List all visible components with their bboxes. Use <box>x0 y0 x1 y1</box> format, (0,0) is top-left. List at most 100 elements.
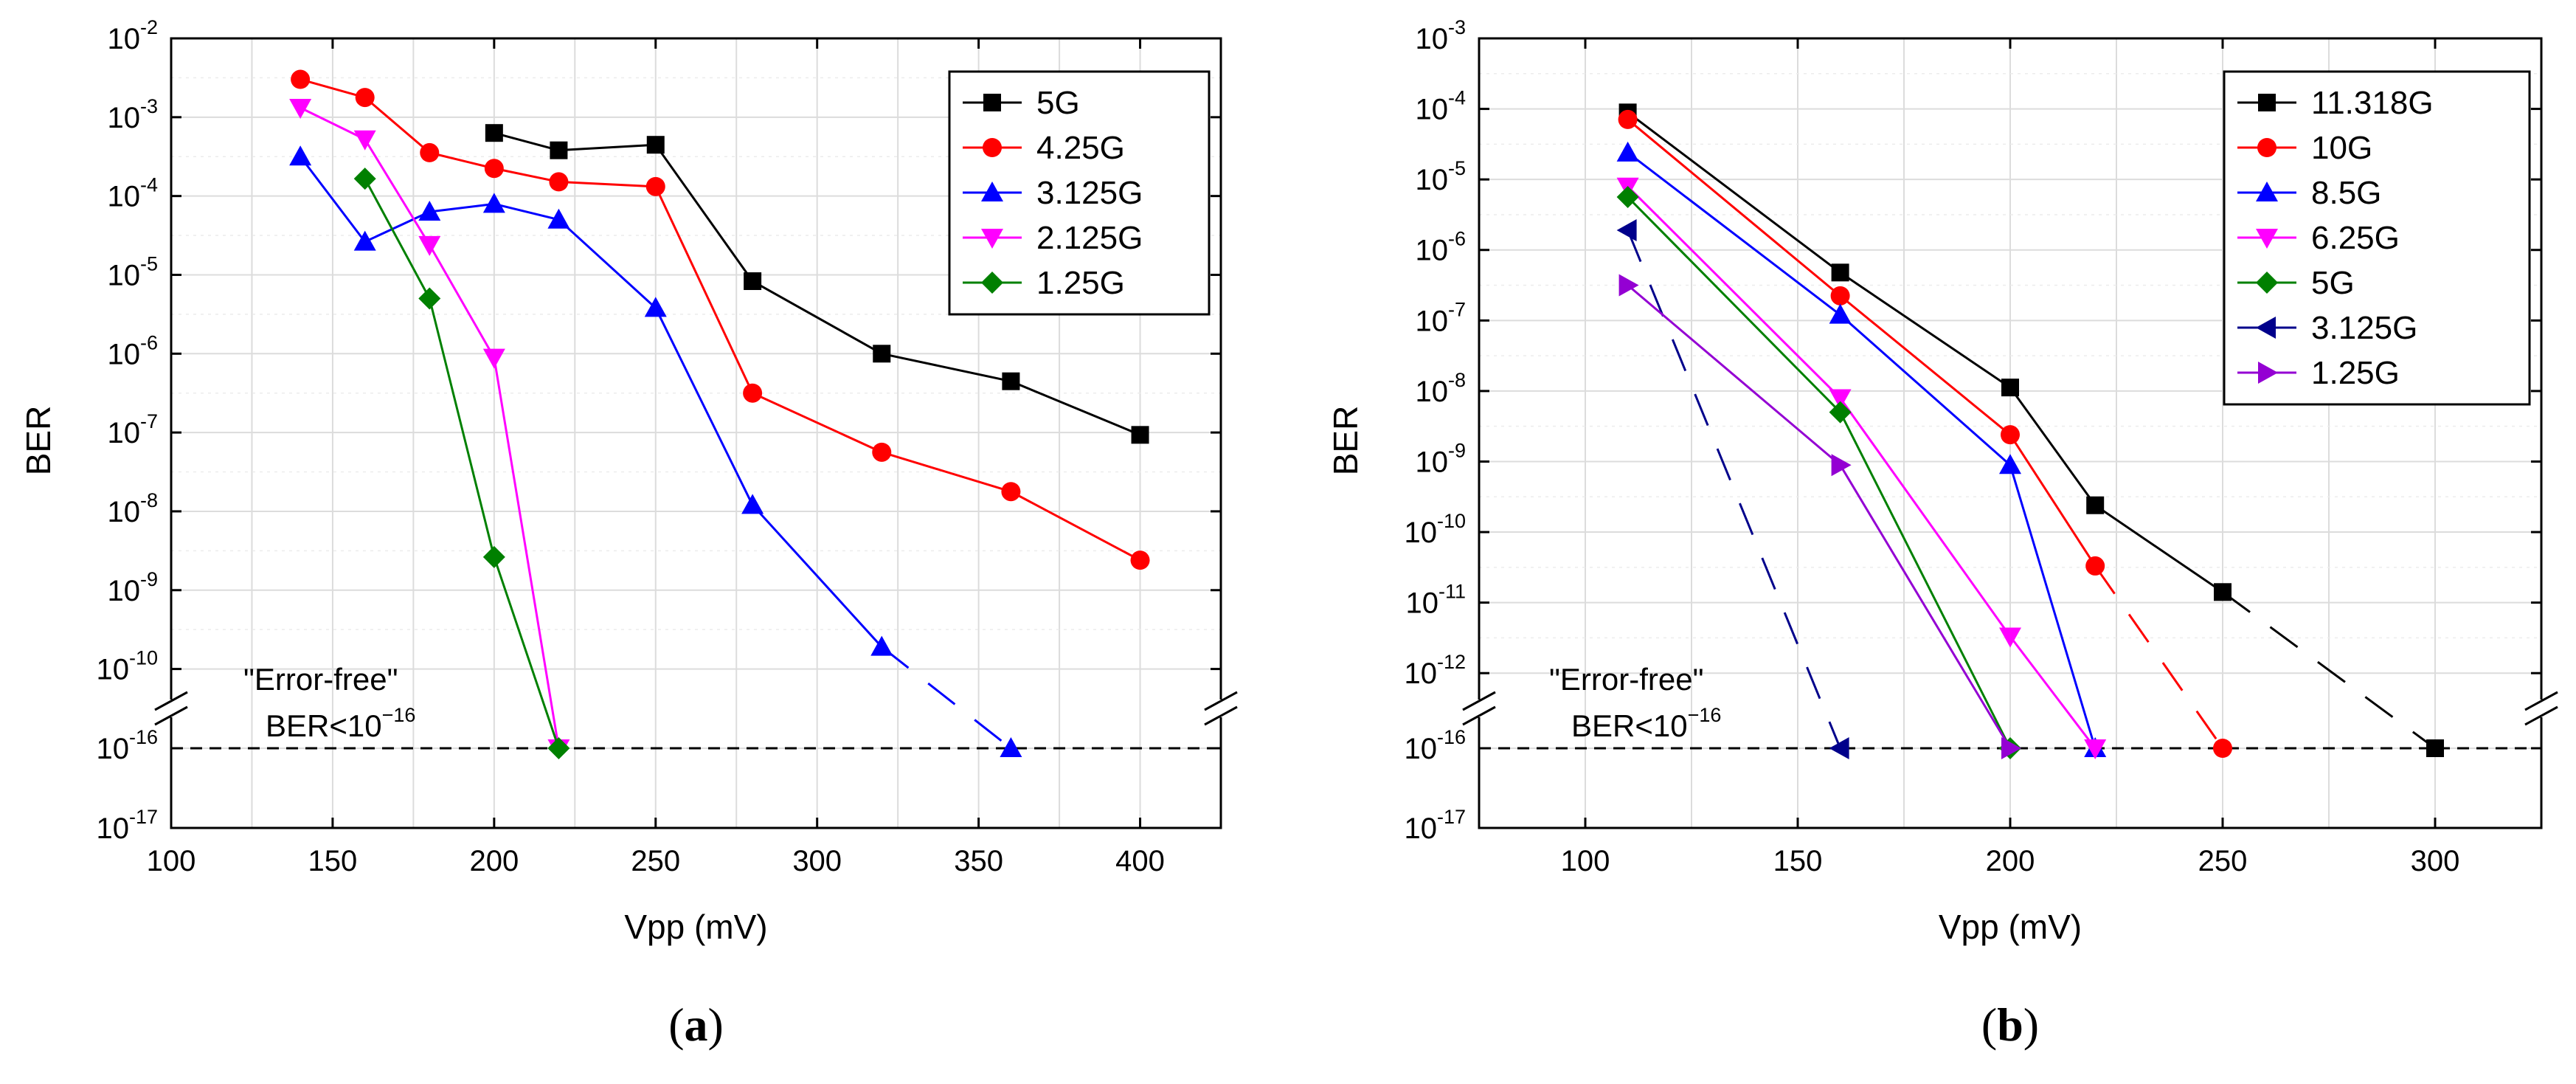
series-line-segment <box>654 186 754 394</box>
y-tick-label: 10-17 <box>1404 806 1466 845</box>
y-tick-base: 10 <box>1405 587 1438 620</box>
y-axis-title: BER <box>1326 406 1365 476</box>
data-point <box>418 235 441 256</box>
axis-break-slash <box>1204 705 1238 726</box>
data-point <box>484 159 504 179</box>
x-axis-title: Vpp (mV) <box>1939 908 2082 946</box>
legend-item: 6.25G <box>2237 220 2400 256</box>
x-tick-label: 400 <box>1115 845 1165 877</box>
data-point <box>2214 583 2232 601</box>
data-point <box>1829 389 1852 410</box>
series-line-segment <box>1839 294 2011 436</box>
panel-label-close: ) <box>2023 998 2039 1051</box>
data-point <box>872 442 892 462</box>
legend-item: 1.25G <box>2237 355 2400 391</box>
y-tick-label: 10-8 <box>1415 369 1466 408</box>
legend: 5G 4.25G 3.125G 2.125G 1.25G <box>948 70 1211 316</box>
ber-threshold-exponent: −16 <box>1688 704 1722 726</box>
series-line-segment <box>2009 387 2097 506</box>
data-point <box>1000 737 1022 757</box>
legend-label: 5G <box>1036 85 1080 121</box>
y-tick-base: 10 <box>1415 305 1448 337</box>
series-line-segment <box>493 357 560 749</box>
data-point <box>289 99 312 120</box>
x-tick-label: 350 <box>954 845 1003 877</box>
data-point <box>744 272 762 291</box>
series-line-segment <box>1010 380 1141 436</box>
data-point <box>1001 482 1021 502</box>
y-tick-base: 10 <box>1404 517 1437 549</box>
series-line-segment <box>300 106 366 141</box>
y-tick-exponent: -7 <box>140 410 158 432</box>
data-point <box>2001 379 2019 397</box>
series-line-segment <box>1839 272 2011 389</box>
y-tick-exponent: -6 <box>140 331 158 353</box>
legend-item: 1.25G <box>963 265 1125 301</box>
y-tick-base: 10 <box>1415 164 1448 196</box>
series-6.25G <box>1616 177 2107 759</box>
series-line-segment <box>429 151 495 170</box>
y-tick-label: 10-6 <box>1415 228 1466 267</box>
series-line-segment <box>2009 434 2097 567</box>
legend-marker <box>2256 229 2278 249</box>
y-tick-exponent: -3 <box>140 95 158 117</box>
panel-label-open: ( <box>668 998 684 1051</box>
data-point <box>644 297 667 317</box>
x-tick-label: 300 <box>792 845 842 877</box>
legend-label: 1.25G <box>2311 355 2400 391</box>
chart-panel-a: 100 150 200 250 300 350 40010-1010-910-810-710… <box>19 16 1238 1051</box>
data-point <box>289 145 312 166</box>
series-line-segment <box>2009 635 2097 749</box>
y-tick-base: 10 <box>1415 376 1448 408</box>
y-tick-label: 10-5 <box>107 252 158 291</box>
series-line-segment <box>654 307 754 506</box>
data-point <box>353 168 376 190</box>
y-tick-exponent: -16 <box>1437 726 1466 748</box>
data-point <box>549 172 569 192</box>
y-tick-exponent: -5 <box>1448 157 1466 179</box>
legend-marker <box>2256 317 2276 339</box>
data-point <box>547 208 570 229</box>
y-tick-base: 10 <box>96 654 129 686</box>
y-tick-base: 10 <box>107 23 140 55</box>
series-line-segment <box>558 180 656 188</box>
series-10G <box>1618 109 2232 758</box>
y-tick-base: 10 <box>107 417 140 449</box>
series-line-segment <box>299 156 366 243</box>
y-tick-label: 10-9 <box>1415 439 1466 478</box>
y-tick-label: 10-11 <box>1405 581 1466 620</box>
error-free-label: "Error-free" <box>1549 662 1704 697</box>
axis-break-slash <box>154 705 188 726</box>
series-line-segment <box>1010 490 1141 562</box>
legend-label: 8.5G <box>2311 175 2381 211</box>
y-tick-exponent: -16 <box>129 726 158 748</box>
legend-label: 6.25G <box>2311 220 2400 256</box>
series-line-segment <box>2094 504 2223 593</box>
panel-label-open: ( <box>1981 998 1997 1051</box>
y-tick-exponent: -4 <box>1448 87 1466 109</box>
series-line-segment <box>2094 565 2224 749</box>
legend-label: 5G <box>2311 265 2355 301</box>
y-tick-exponent: -6 <box>1448 228 1466 250</box>
legend: 11.318G 10G 8.5G 6.25G 5G 3.125G 1.25G <box>2223 70 2531 406</box>
y-tick-label: 10-16 <box>1404 726 1466 765</box>
y-tick-exponent: -17 <box>129 806 158 828</box>
data-point <box>2426 739 2444 757</box>
y-tick-base: 10 <box>1415 94 1448 126</box>
data-point <box>1131 426 1149 444</box>
data-point <box>482 193 505 213</box>
data-point <box>2213 739 2232 758</box>
legend-item: 5G <box>2237 265 2355 301</box>
axis-break-slash <box>2524 705 2558 726</box>
series-line-segment <box>364 178 431 300</box>
series-line-segment <box>364 210 430 243</box>
y-tick-label: 10-16 <box>96 726 158 765</box>
data-point <box>2085 556 2105 576</box>
data-point <box>482 545 505 568</box>
axis-break <box>1462 691 2558 726</box>
legend-item: 2.125G <box>963 220 1143 256</box>
data-point <box>418 287 441 310</box>
series-line-segment <box>364 96 431 154</box>
chart-panel-b: 100 150 200 250 30010-1210-1110-1010-910-810… <box>1326 16 2558 1051</box>
